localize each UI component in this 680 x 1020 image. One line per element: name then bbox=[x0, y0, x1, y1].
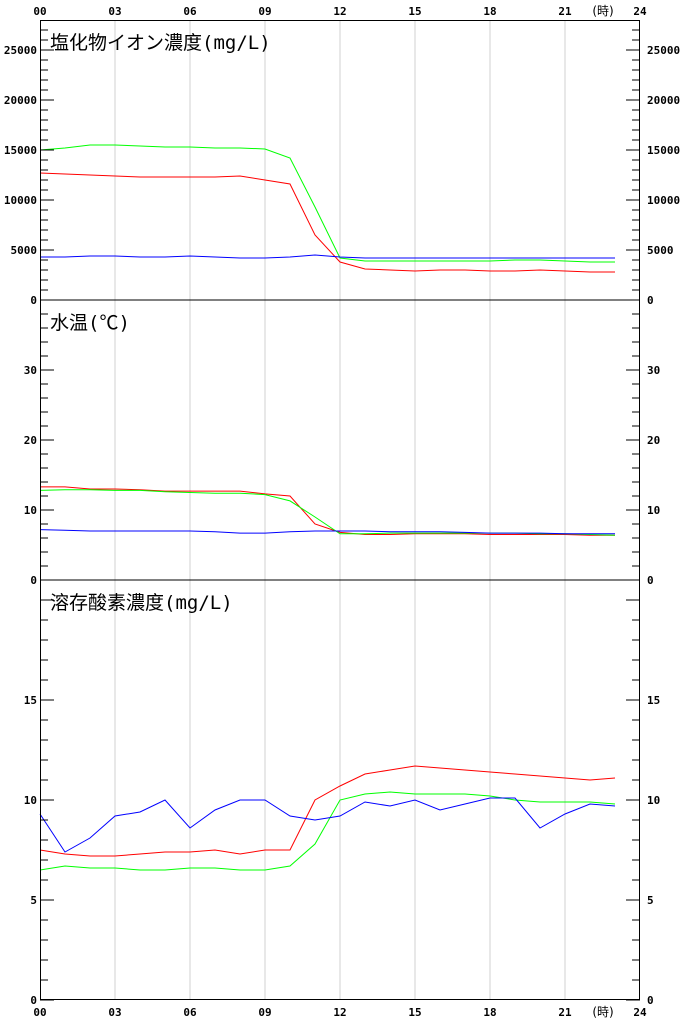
x-unit-label-top: (時) bbox=[592, 4, 613, 18]
x-tick-label-top: 03 bbox=[108, 5, 121, 18]
y-tick-label-right: 0 bbox=[647, 994, 654, 1007]
y-tick-label-right: 5000 bbox=[647, 244, 674, 257]
x-tick-label-bottom: 24 bbox=[633, 1006, 647, 1019]
x-tick-label-top: 15 bbox=[408, 5, 421, 18]
series-line-green bbox=[39, 791, 616, 871]
y-tick-label-left: 10000 bbox=[4, 194, 37, 207]
series-line-blue bbox=[39, 529, 615, 535]
x-tick-label-bottom: 06 bbox=[183, 1006, 197, 1019]
y-tick-label-right: 20000 bbox=[647, 94, 680, 107]
y-tick-label-right: 10 bbox=[647, 504, 660, 517]
y-tick-label-left: 0 bbox=[30, 294, 37, 307]
x-tick-label-bottom: 15 bbox=[408, 1006, 421, 1019]
y-tick-label-left: 30 bbox=[24, 364, 37, 377]
x-tick-label-top: 06 bbox=[183, 5, 197, 18]
y-tick-label-left: 10 bbox=[24, 794, 37, 807]
y-tick-label-right: 30 bbox=[647, 364, 660, 377]
series-line-red bbox=[39, 172, 615, 273]
x-tick-label-bottom: 03 bbox=[108, 1006, 121, 1019]
y-tick-label-left: 0 bbox=[30, 994, 37, 1007]
x-tick-label-top: 21 bbox=[558, 5, 572, 18]
series-line-blue bbox=[40, 254, 615, 259]
series-line-blue bbox=[39, 797, 616, 853]
y-tick-label-right: 15000 bbox=[647, 144, 680, 157]
axis-labels: 000003030606090912121515181821212424(時)(… bbox=[4, 4, 680, 1019]
y-tick-label-right: 10000 bbox=[647, 194, 680, 207]
x-tick-label-bottom: 00 bbox=[33, 1006, 46, 1019]
series-line-red bbox=[40, 486, 615, 536]
y-tick-label-left: 25000 bbox=[4, 44, 37, 57]
y-tick-label-left: 10 bbox=[24, 504, 37, 517]
y-tick-label-left: 5000 bbox=[11, 244, 38, 257]
x-unit-label-bottom: (時) bbox=[592, 1005, 613, 1019]
y-tick-label-left: 20 bbox=[24, 434, 37, 447]
y-tick-label-right: 20 bbox=[647, 434, 660, 447]
y-tick-label-left: 0 bbox=[30, 574, 37, 587]
y-tick-label-right: 5 bbox=[647, 894, 654, 907]
x-tick-label-top: 00 bbox=[33, 5, 46, 18]
x-tick-label-bottom: 12 bbox=[333, 1006, 346, 1019]
x-tick-label-top: 24 bbox=[633, 5, 647, 18]
series-line-green bbox=[39, 144, 615, 263]
y-tick-label-right: 15 bbox=[647, 694, 660, 707]
y-tick-label-right: 0 bbox=[647, 574, 654, 587]
panel-title: 水温(℃) bbox=[50, 312, 130, 334]
y-tick-label-right: 10 bbox=[647, 794, 660, 807]
x-tick-label-bottom: 21 bbox=[558, 1006, 572, 1019]
x-tick-label-top: 12 bbox=[333, 5, 346, 18]
y-tick-label-right: 25000 bbox=[647, 44, 680, 57]
y-tick-label-right: 0 bbox=[647, 294, 654, 307]
vertical-grid-lines bbox=[114, 20, 566, 1000]
panel-title: 溶存酸素濃度(mg/L) bbox=[50, 592, 233, 614]
x-tick-label-top: 18 bbox=[483, 5, 496, 18]
series-layer bbox=[39, 144, 616, 871]
y-tick-label-left: 20000 bbox=[4, 94, 37, 107]
x-tick-label-top: 09 bbox=[258, 5, 271, 18]
y-tick-label-left: 5 bbox=[30, 894, 37, 907]
x-tick-label-bottom: 09 bbox=[258, 1006, 271, 1019]
x-tick-label-bottom: 18 bbox=[483, 1006, 496, 1019]
y-tick-label-left: 15000 bbox=[4, 144, 37, 157]
series-line-red bbox=[39, 765, 616, 857]
panel-title: 塩化物イオン濃度(mg/L) bbox=[50, 32, 271, 54]
y-tick-label-left: 15 bbox=[24, 694, 37, 707]
y-axis-ticks bbox=[40, 29, 640, 1001]
